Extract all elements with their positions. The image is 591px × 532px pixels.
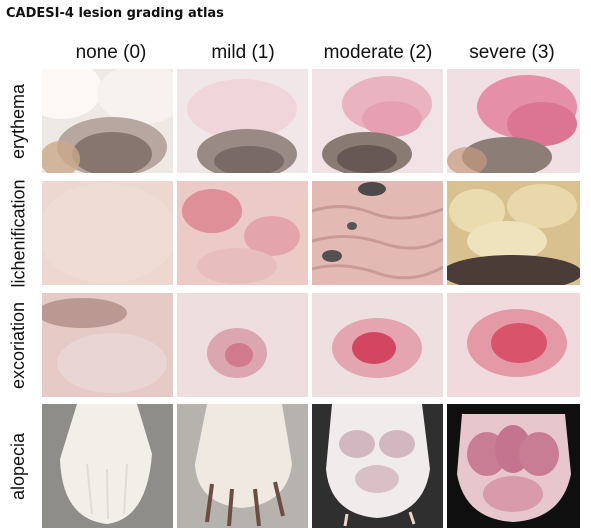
photo-alopecia-mild <box>177 404 308 528</box>
photo-alopecia-none <box>42 404 173 528</box>
row-header-alopecia: alopecia <box>8 432 29 500</box>
row-header-erythema: erythema <box>8 83 29 159</box>
row-header-lichenification: lichenification <box>8 178 29 288</box>
photo-lichenification-moderate <box>312 181 443 285</box>
photo-lichenification-none <box>42 181 173 285</box>
photo-erythema-severe <box>447 69 580 173</box>
photo-erythema-mild <box>177 69 308 173</box>
photo-excoriation-moderate <box>312 293 443 397</box>
photo-erythema-moderate <box>312 69 443 173</box>
row-header-excoriation: excoriation <box>8 301 29 389</box>
photo-excoriation-mild <box>177 293 308 397</box>
photo-alopecia-moderate <box>312 404 443 528</box>
column-header-none: none (0) <box>75 42 147 63</box>
photo-erythema-none <box>42 69 173 173</box>
photo-excoriation-none <box>42 293 173 397</box>
column-header-severe: severe (3) <box>469 42 555 63</box>
photo-alopecia-severe <box>447 404 580 528</box>
photo-lichenification-mild <box>177 181 308 285</box>
photo-lichenification-severe <box>447 181 580 285</box>
photo-excoriation-severe <box>447 293 580 397</box>
column-header-mild: mild (1) <box>211 42 275 63</box>
column-header-moderate: moderate (2) <box>323 42 433 63</box>
page-title: CADESI-4 lesion grading atlas <box>6 6 224 21</box>
